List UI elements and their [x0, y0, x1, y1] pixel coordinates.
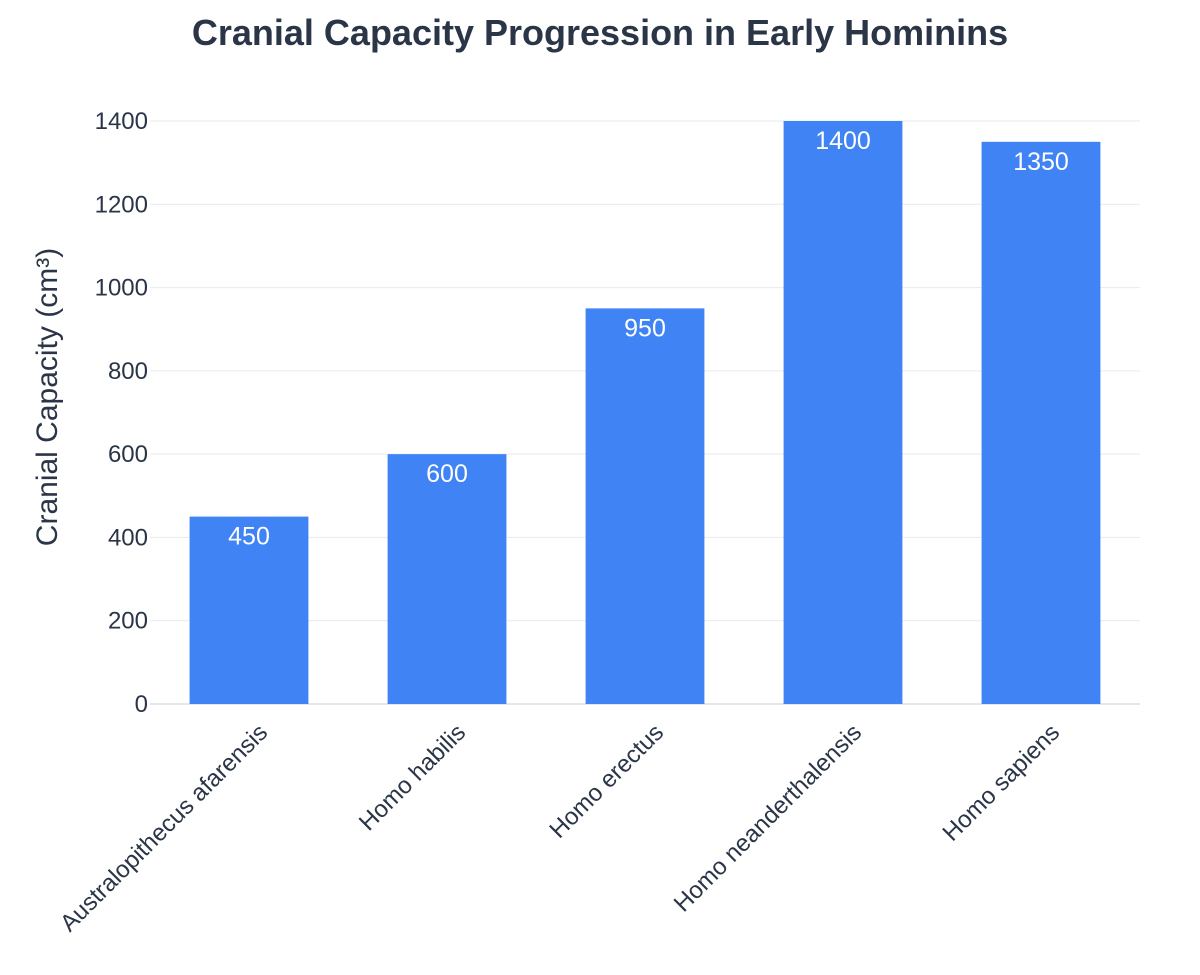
y-tick-label: 800	[108, 358, 148, 385]
y-tick-label: 200	[108, 608, 148, 635]
data-label: 950	[624, 314, 666, 342]
data-label: 1400	[815, 127, 871, 155]
x-tick-label: Australopithecus afarensis	[55, 719, 273, 937]
x-axis-ticks: Australopithecus afarensis Homo habilis Ho…	[55, 719, 1065, 937]
y-tick-label: 1400	[95, 108, 148, 135]
y-tick-label: 600	[108, 441, 148, 468]
y-tick-label: 1200	[95, 191, 148, 218]
data-label: 1350	[1013, 148, 1069, 176]
x-tick-label: Homo erectus	[544, 719, 669, 844]
y-axis-ticks: 0 200 400 600 800 1000 1200 1400	[95, 108, 148, 718]
x-tick-label: Homo neanderthalensis	[669, 719, 867, 917]
y-tick-label: 0	[135, 691, 148, 718]
data-label: 450	[228, 523, 270, 551]
bar	[981, 141, 1101, 705]
bar	[387, 454, 507, 704]
bar	[585, 308, 705, 704]
data-label: 600	[426, 460, 468, 488]
bar	[783, 121, 903, 704]
bar	[189, 516, 309, 704]
y-tick-label: 1000	[95, 275, 148, 302]
y-axis-title: Cranial Capacity (cm³)	[31, 248, 64, 546]
y-tick-label: 400	[108, 524, 148, 551]
x-tick-label: Homo habilis	[354, 719, 471, 836]
bars: 450 600 950 1400 1350	[189, 121, 1101, 705]
chart-title: Cranial Capacity Progression in Early Ho…	[191, 12, 1009, 53]
x-tick-label: Homo sapiens	[938, 719, 1066, 847]
